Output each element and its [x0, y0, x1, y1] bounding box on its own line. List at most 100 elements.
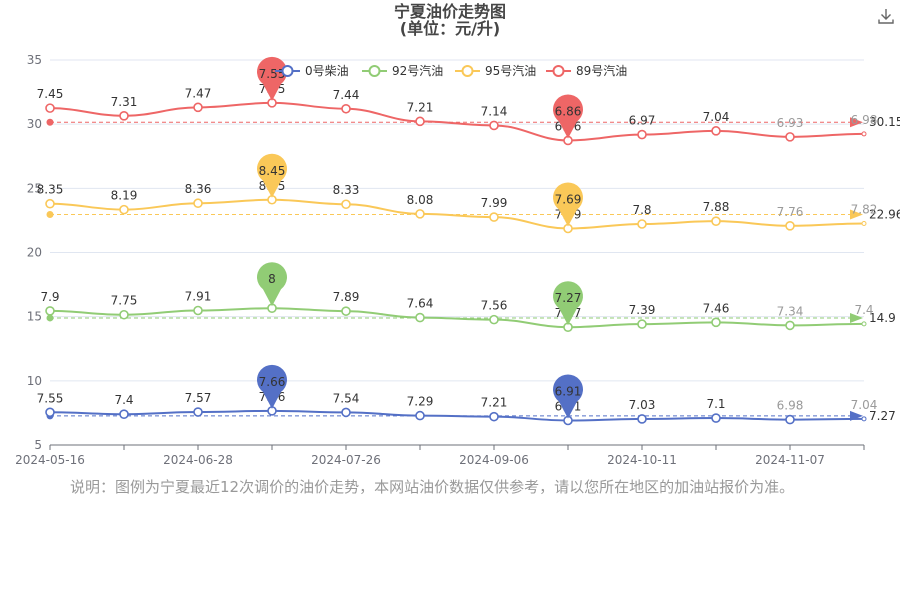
data-point	[341, 103, 351, 114]
data-point	[711, 216, 721, 226]
pin-label: 7.27	[555, 291, 582, 305]
pin-marker	[553, 281, 584, 326]
data-point	[637, 414, 647, 424]
legend-label: 89号汽油	[576, 63, 627, 78]
data-label: 7.21	[407, 100, 434, 114]
data-label: 8.35	[37, 183, 64, 197]
series-line	[49, 101, 865, 142]
data-point	[119, 309, 129, 320]
pin-marker	[257, 364, 288, 409]
y-tick-label: 35	[27, 53, 42, 67]
data-point	[193, 407, 203, 417]
data-label: 7.04	[851, 398, 878, 412]
y-tick-label: 20	[27, 246, 42, 260]
pin-marker	[257, 262, 288, 307]
data-label: 7.46	[703, 301, 730, 315]
pin-label: 6.86	[555, 104, 582, 118]
data-point	[785, 221, 795, 231]
legend-swatch-dot	[368, 65, 381, 77]
max-pin: 7.66	[257, 364, 288, 409]
legend: 0号柴油 92号汽油 95号汽油 89号汽油	[275, 63, 627, 78]
data-point	[637, 129, 647, 140]
download-icon[interactable]	[876, 6, 896, 26]
data-label: 7.89	[333, 290, 360, 304]
data-point	[489, 411, 499, 422]
data-point	[489, 120, 499, 131]
average-label: 30.15	[869, 115, 900, 129]
pin-label: 6.91	[555, 384, 582, 398]
x-tick-label: 2024-05-16	[15, 453, 85, 467]
data-label: 6.93	[777, 116, 804, 130]
data-label: 7.56	[481, 299, 508, 313]
data-label: 6.98	[851, 113, 878, 127]
legend-item-0[interactable]: 0号柴油	[275, 64, 349, 78]
y-tick-label: 15	[27, 310, 42, 324]
data-point	[415, 312, 425, 323]
data-label: 7.57	[185, 391, 212, 405]
data-point	[45, 198, 55, 209]
data-point	[861, 321, 867, 327]
data-label: 7.9	[40, 290, 59, 304]
average-arrow	[850, 312, 863, 323]
data-point	[45, 103, 55, 113]
average-label: 22.96	[869, 208, 900, 222]
data-label: 7.82	[851, 202, 878, 216]
data-point	[861, 131, 867, 137]
data-point	[637, 219, 647, 229]
data-point	[193, 102, 203, 113]
data-label: 7.44	[333, 88, 360, 102]
data-point	[341, 306, 351, 316]
data-point	[341, 407, 351, 418]
data-label: 7.76	[777, 205, 804, 219]
legend-label: 0号柴油	[305, 64, 349, 78]
series-line	[49, 409, 865, 422]
legend-item-3[interactable]: 89号汽油	[546, 63, 627, 78]
data-label: 6.98	[777, 399, 804, 413]
min-pin: 6.91	[553, 374, 584, 419]
data-label: 8.08	[407, 193, 434, 207]
data-point	[785, 132, 795, 142]
data-label: 7.47	[185, 86, 212, 100]
data-label: 7.39	[629, 303, 656, 317]
data-label: 7.04	[703, 110, 730, 124]
line-chart: 5 10 15 20 25 30 35 2024-05-16 2024-06-28 2024-07…	[15, 53, 900, 467]
data-point	[415, 116, 425, 127]
data-label: 7.34	[777, 304, 804, 318]
data-point	[861, 416, 867, 422]
data-label: 7.03	[629, 398, 656, 412]
data-label: 7.75	[111, 294, 138, 308]
pin-marker	[257, 153, 288, 198]
data-label: 7.55	[37, 391, 64, 405]
data-point	[861, 220, 867, 226]
x-tick-label: 2024-10-11	[607, 453, 677, 467]
min-pin: 7.69	[553, 182, 584, 227]
legend-item-1[interactable]: 92号汽油	[362, 63, 443, 78]
pin-label: 8	[268, 272, 276, 286]
y-tick-label: 25	[27, 181, 42, 195]
data-point	[711, 413, 721, 423]
series-1: 14.97.97.757.9187.897.647.567.277.397.46…	[40, 287, 896, 332]
data-point	[45, 407, 55, 418]
data-label: 7.1	[706, 397, 725, 411]
max-pin: 8	[257, 262, 288, 307]
pin-label: 7.69	[555, 193, 582, 207]
max-pin: 8.45	[257, 153, 288, 198]
data-label: 8.19	[111, 189, 138, 203]
legend-swatch-dot	[552, 65, 565, 77]
data-label: 7.8	[632, 203, 651, 217]
min-pin: 7.27	[553, 281, 584, 326]
pin-label: 7.66	[259, 375, 286, 389]
data-point	[341, 199, 351, 210]
data-point	[415, 209, 425, 219]
pin-label: 8.45	[259, 164, 286, 178]
legend-item-2[interactable]: 95号汽油	[455, 63, 536, 78]
min-pin: 6.86	[553, 94, 584, 139]
data-label: 7.21	[481, 396, 508, 410]
pin-marker	[553, 94, 584, 139]
data-label: 7.64	[407, 297, 434, 311]
y-tick-label: 10	[27, 374, 42, 388]
series-2: 22.968.358.198.368.458.338.087.997.697.8…	[37, 179, 900, 234]
data-label: 6.97	[629, 114, 656, 128]
legend-label: 92号汽油	[392, 63, 443, 78]
data-label: 7.54	[333, 391, 360, 405]
